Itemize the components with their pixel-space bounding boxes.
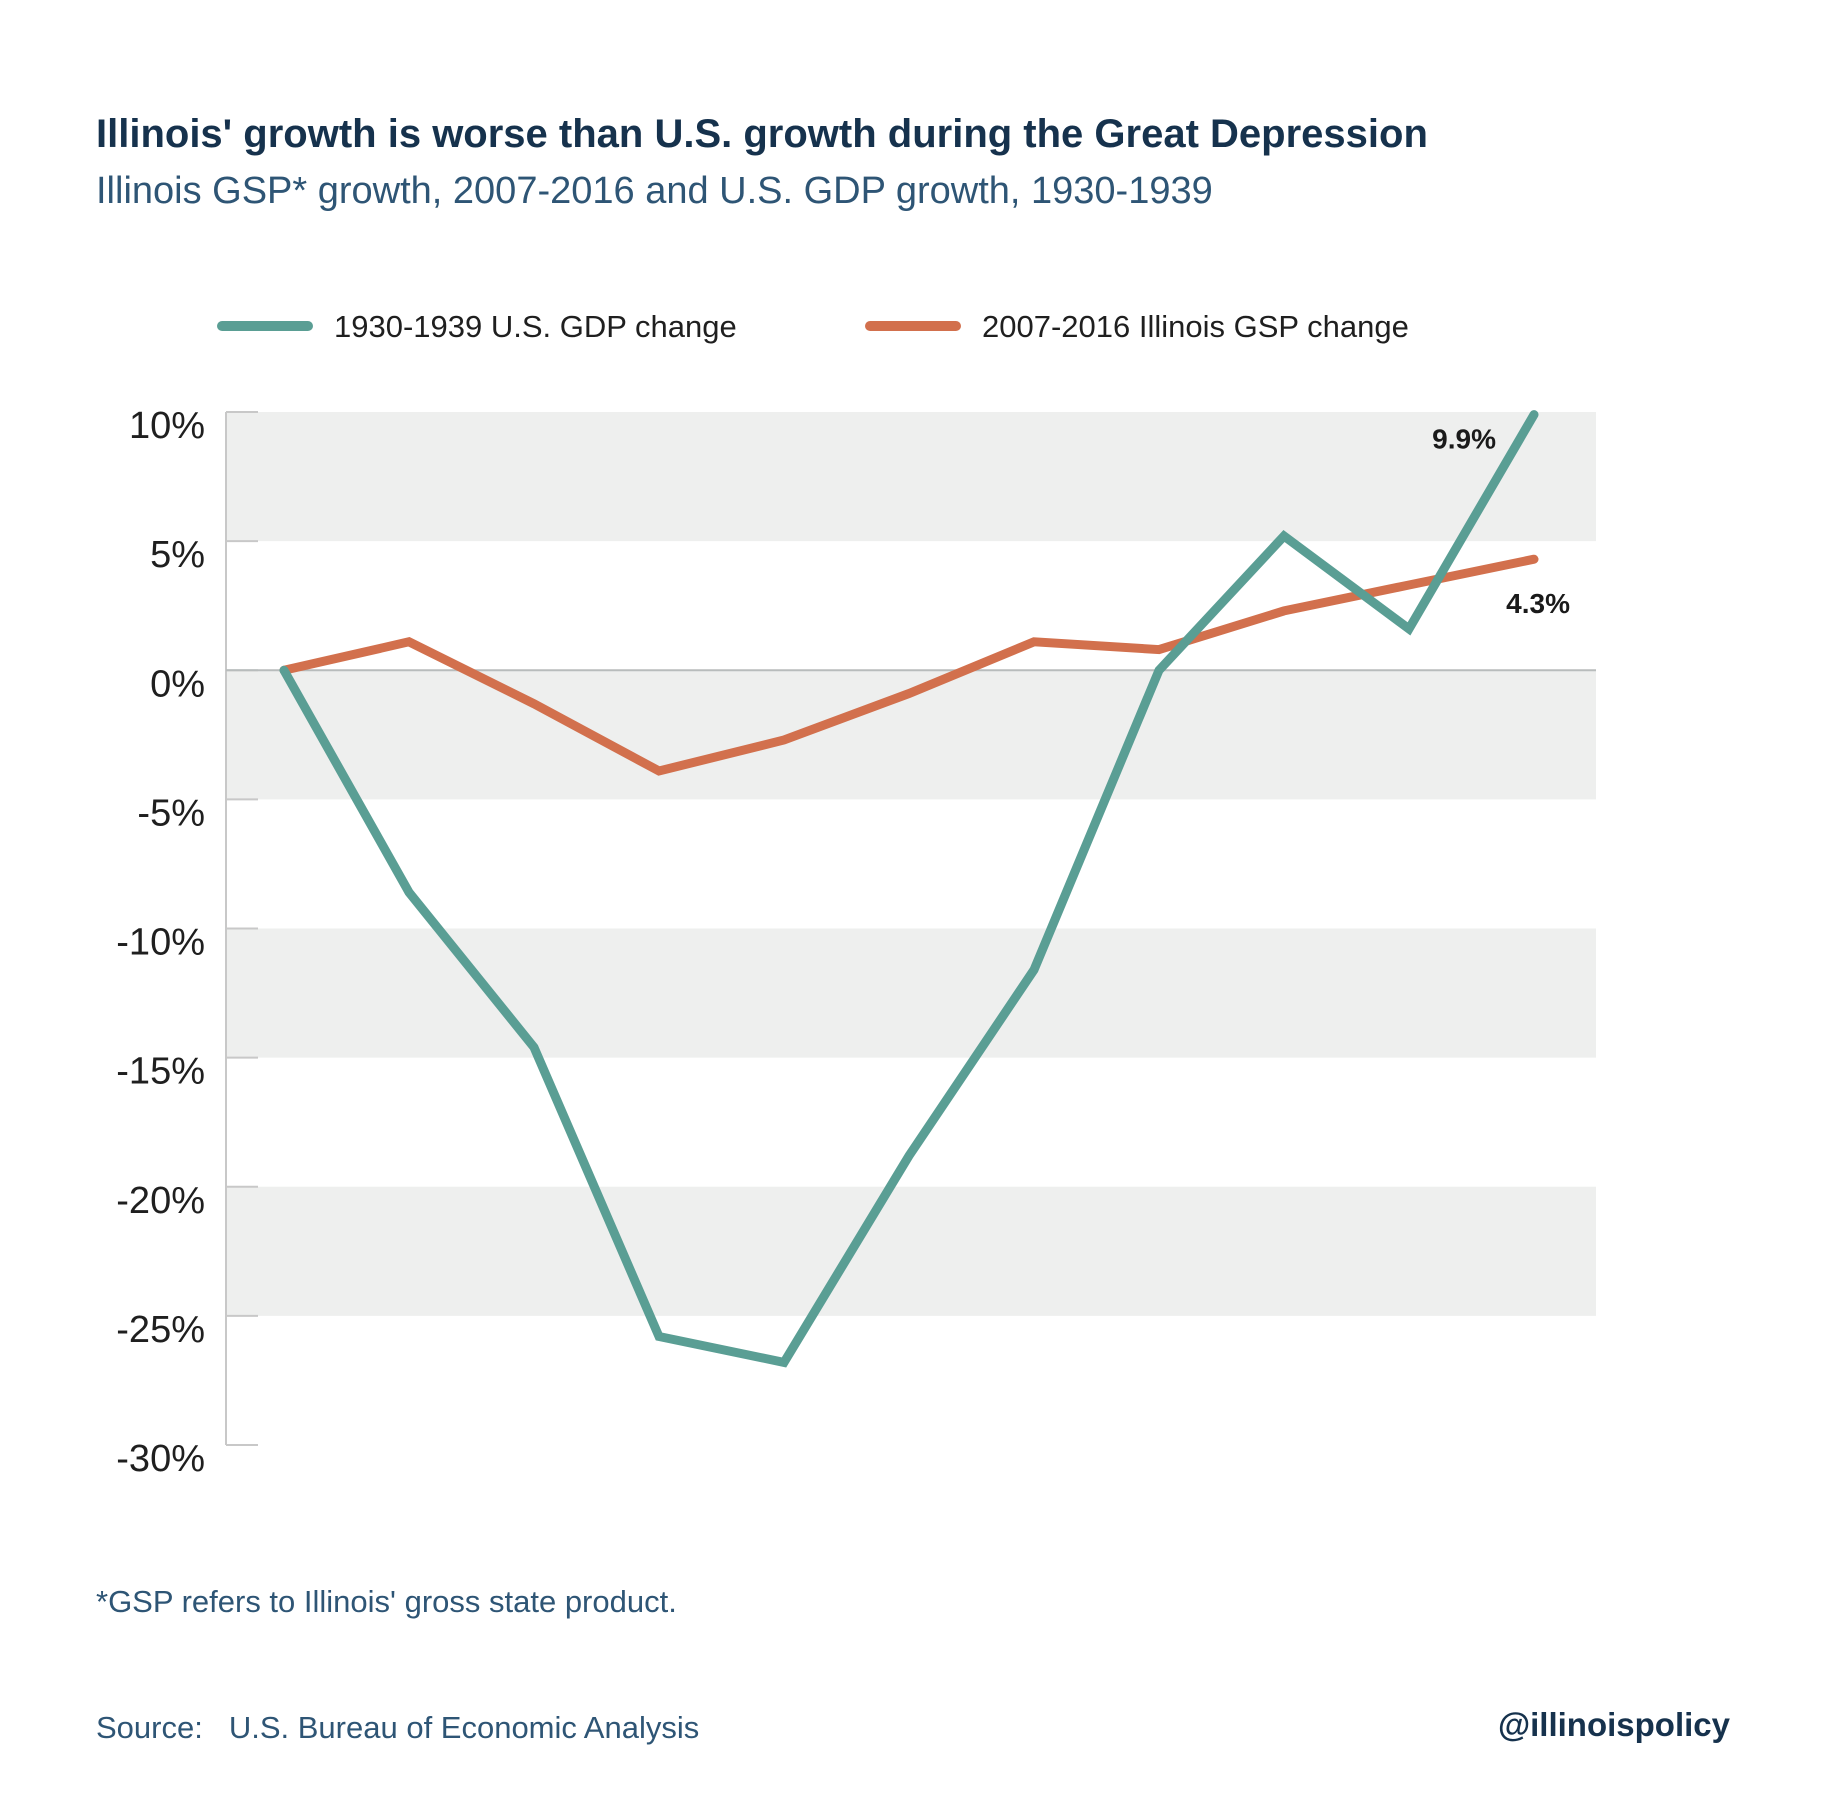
y-tick-label: -15% [116, 1051, 205, 1093]
grid-bands [226, 412, 1596, 1316]
legend-label: 1930-1939 U.S. GDP change [334, 309, 737, 344]
source-value: U.S. Bureau of Economic Analysis [228, 1710, 700, 1745]
data-labels: 9.9% 4.3% [1432, 424, 1570, 620]
y-tick-label: -5% [137, 792, 205, 834]
source-label: Source: [96, 1710, 203, 1745]
y-tick-label: -20% [116, 1180, 205, 1222]
y-tick-label: -10% [116, 922, 205, 964]
grid-band [226, 928, 1596, 1058]
y-tick-label: -30% [116, 1438, 205, 1480]
y-tick-label: 10% [129, 405, 205, 447]
grid-band [226, 412, 1596, 542]
source-note: Source: U.S. Bureau of Economic Analysis [96, 1710, 699, 1746]
us-gdp-line [279, 410, 1539, 1368]
illinois-gsp-line [279, 554, 1539, 776]
legend-label: 2007-2016 Illinois GSP change [982, 309, 1409, 344]
grid-band [226, 1186, 1596, 1316]
y-tick-label: -25% [116, 1309, 205, 1351]
footnote: *GSP refers to Illinois' gross state pro… [96, 1584, 677, 1619]
chart-title: Illinois' growth is worse than U.S. grow… [96, 112, 1428, 156]
legend: 1930-1939 U.S. GDP change 2007-2016 Illin… [217, 309, 1409, 344]
y-tick-label: 0% [150, 663, 205, 705]
y-tick-label: 5% [150, 534, 205, 576]
us-gdp-end-label: 9.9% [1432, 424, 1496, 455]
chart-subtitle: Illinois GSP* growth, 2007-2016 and U.S.… [96, 170, 1213, 212]
series-lines [279, 410, 1539, 1368]
y-axis: 10% 5% 0% -5% -10% -15% -20% -25% -30% [116, 405, 1596, 1480]
brand-handle: @illinoispolicy [1497, 1706, 1730, 1743]
illinois-gsp-end-label: 4.3% [1506, 588, 1570, 619]
